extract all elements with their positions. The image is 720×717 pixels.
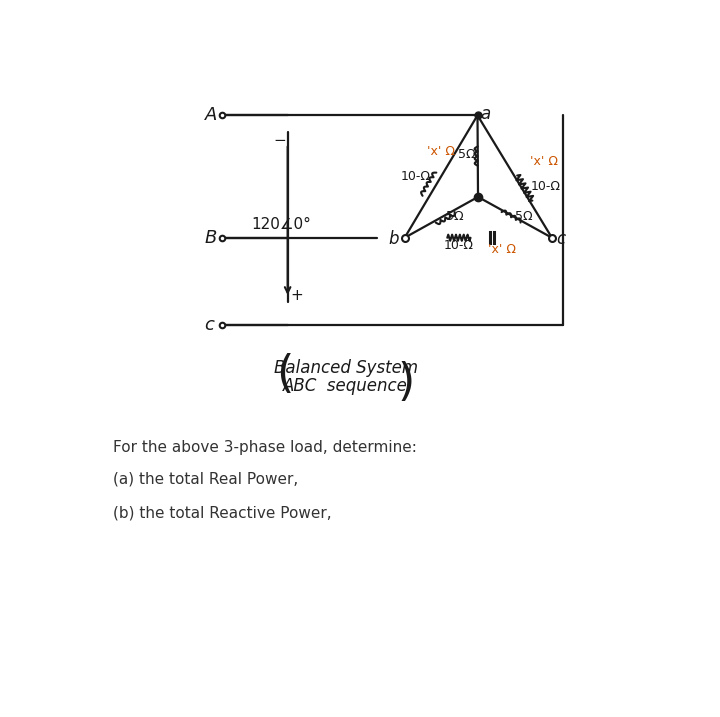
- Text: 5Ω: 5Ω: [516, 210, 533, 224]
- Text: 'x' Ω: 'x' Ω: [427, 145, 455, 158]
- Text: 'x' Ω: 'x' Ω: [530, 155, 558, 168]
- Text: (: (: [276, 353, 294, 397]
- Text: ABC  sequence: ABC sequence: [283, 377, 408, 395]
- Text: 10-Ω: 10-Ω: [531, 181, 561, 194]
- Text: For the above 3-phase load, determine:: For the above 3-phase load, determine:: [113, 440, 417, 455]
- Text: 10-Ω: 10-Ω: [400, 171, 431, 184]
- Text: b: b: [389, 230, 399, 248]
- Text: (a) the total Real Power,: (a) the total Real Power,: [113, 471, 299, 486]
- Text: B: B: [204, 229, 217, 247]
- Text: 'x' Ω: 'x' Ω: [487, 243, 516, 256]
- Text: c: c: [204, 315, 215, 333]
- Text: 5Ω: 5Ω: [446, 210, 464, 224]
- Text: 10-Ω: 10-Ω: [444, 239, 474, 252]
- Text: A: A: [204, 106, 217, 124]
- Text: ): ): [397, 361, 415, 404]
- Text: $-$: $-$: [274, 131, 287, 146]
- Text: 5Ω: 5Ω: [458, 148, 476, 161]
- Text: (b) the total Reactive Power,: (b) the total Reactive Power,: [113, 506, 332, 521]
- Text: $+$: $+$: [290, 288, 304, 303]
- Text: Balanced System: Balanced System: [274, 359, 418, 377]
- Text: 120∠0°: 120∠0°: [251, 217, 311, 232]
- Text: a: a: [480, 105, 490, 123]
- Text: c: c: [557, 230, 566, 248]
